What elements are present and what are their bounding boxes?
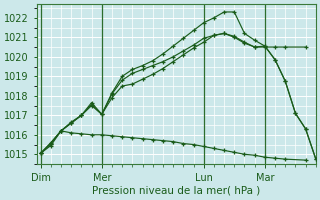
X-axis label: Pression niveau de la mer( hPa ): Pression niveau de la mer( hPa ) [92, 186, 260, 196]
